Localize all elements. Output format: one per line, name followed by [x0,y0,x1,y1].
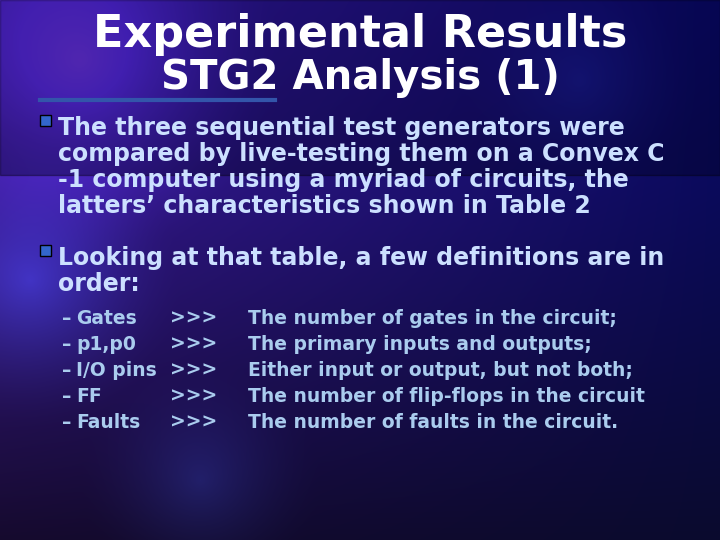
Text: latters’ characteristics shown in Table 2: latters’ characteristics shown in Table … [58,194,590,218]
Text: -1 computer using a myriad of circuits, the: -1 computer using a myriad of circuits, … [58,168,629,192]
Text: >>>: >>> [170,413,217,431]
Text: The primary inputs and outputs;: The primary inputs and outputs; [248,334,592,354]
Text: The three sequential test generators were: The three sequential test generators wer… [58,116,625,140]
Text: order:: order: [58,272,140,296]
Text: –: – [62,413,71,431]
Text: >>>: >>> [170,334,217,354]
Text: p1,p0: p1,p0 [76,334,136,354]
Text: –: – [62,308,71,327]
Text: The number of flip-flops in the circuit: The number of flip-flops in the circuit [248,387,645,406]
Text: Either input or output, but not both;: Either input or output, but not both; [248,361,633,380]
Text: STG2 Analysis (1): STG2 Analysis (1) [161,58,559,98]
Text: Gates: Gates [76,308,137,327]
Text: FF: FF [76,387,102,406]
FancyBboxPatch shape [40,245,51,255]
Text: Looking at that table, a few definitions are in: Looking at that table, a few definitions… [58,246,665,270]
Text: The number of faults in the circuit.: The number of faults in the circuit. [248,413,618,431]
Text: compared by live-testing them on a Convex C: compared by live-testing them on a Conve… [58,142,665,166]
Text: –: – [62,387,71,406]
Text: –: – [62,334,71,354]
Text: Experimental Results: Experimental Results [93,14,627,57]
FancyBboxPatch shape [0,0,720,175]
Text: Faults: Faults [76,413,140,431]
FancyBboxPatch shape [40,114,51,125]
Text: >>>: >>> [170,361,217,380]
Text: I/O pins: I/O pins [76,361,157,380]
Text: –: – [62,361,71,380]
Text: The number of gates in the circuit;: The number of gates in the circuit; [248,308,617,327]
Text: >>>: >>> [170,308,217,327]
Text: >>>: >>> [170,387,217,406]
